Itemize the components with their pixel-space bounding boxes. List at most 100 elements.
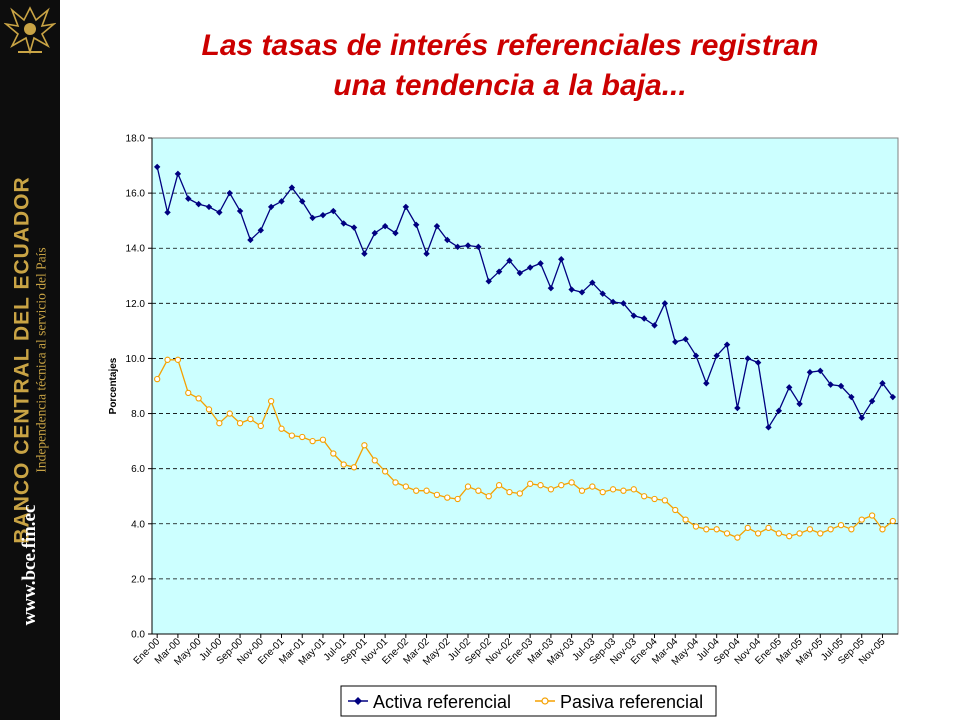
data-point-pasiva bbox=[713, 526, 720, 533]
y-tick-label: 16.0 bbox=[126, 189, 146, 200]
data-point-pasiva bbox=[174, 356, 182, 363]
data-point-pasiva bbox=[413, 487, 420, 494]
data-point-activa bbox=[423, 250, 430, 257]
data-point-activa bbox=[516, 269, 524, 277]
data-point-pasiva bbox=[889, 517, 896, 525]
data-point-activa bbox=[402, 203, 410, 211]
data-point-activa bbox=[257, 227, 264, 234]
data-point-pasiva bbox=[837, 522, 845, 529]
data-point-pasiva bbox=[299, 433, 306, 441]
data-point-activa bbox=[340, 220, 347, 227]
chart-legend: Activa referencial Pasiva referencial bbox=[340, 685, 717, 717]
data-point-activa bbox=[734, 404, 741, 412]
data-point-activa bbox=[640, 315, 648, 322]
data-point-pasiva bbox=[661, 497, 669, 504]
data-point-activa bbox=[848, 393, 855, 401]
data-point-activa bbox=[558, 256, 565, 263]
data-point-pasiva bbox=[589, 483, 596, 490]
bank-tagline: Independencia técnica al servicio del Pa… bbox=[33, 247, 49, 473]
legend-marker-activa bbox=[354, 697, 362, 705]
data-point-pasiva bbox=[765, 524, 772, 532]
bank-name: BANCO CENTRAL DEL ECUADOR Independencia … bbox=[11, 176, 49, 543]
data-point-pasiva bbox=[703, 526, 710, 533]
data-point-activa bbox=[319, 211, 327, 219]
data-point-activa bbox=[723, 341, 731, 348]
data-point-activa bbox=[526, 264, 534, 271]
data-point-activa bbox=[589, 279, 596, 286]
data-point-pasiva bbox=[734, 534, 741, 541]
y-tick-label: 0.0 bbox=[131, 630, 145, 641]
data-point-activa bbox=[153, 163, 161, 171]
data-point-activa bbox=[464, 242, 472, 249]
data-point-pasiva bbox=[392, 479, 399, 486]
legend-marker-pasiva bbox=[541, 697, 549, 705]
slide-title-line1: Las tasas de interés referenciales regis… bbox=[201, 29, 819, 62]
data-point-activa bbox=[786, 384, 793, 391]
condor-crest-icon bbox=[4, 6, 56, 55]
slide-title-line2: una tendencia a la baja... bbox=[333, 69, 687, 102]
sidebar-branding: BANCO CENTRAL DEL ECUADOR Independencia … bbox=[0, 0, 60, 720]
legend-label-pasiva: Pasiva referencial bbox=[560, 692, 703, 712]
data-point-pasiva bbox=[568, 479, 575, 486]
data-point-pasiva bbox=[164, 356, 171, 363]
data-point-pasiva bbox=[786, 533, 793, 540]
data-point-activa bbox=[672, 338, 679, 346]
data-point-pasiva bbox=[444, 494, 451, 501]
data-point-pasiva bbox=[641, 493, 648, 500]
data-point-pasiva bbox=[879, 526, 886, 533]
data-point-pasiva bbox=[205, 406, 213, 413]
data-point-pasiva bbox=[423, 487, 430, 494]
data-point-activa bbox=[796, 400, 803, 408]
y-tick-label: 8.0 bbox=[131, 409, 145, 420]
data-point-activa bbox=[361, 250, 368, 257]
data-point-pasiva bbox=[527, 480, 534, 487]
data-point-activa bbox=[827, 381, 834, 388]
data-point-pasiva bbox=[454, 495, 461, 503]
data-point-activa bbox=[216, 209, 223, 216]
data-point-pasiva bbox=[433, 491, 441, 498]
data-point-pasiva bbox=[371, 457, 378, 464]
data-point-activa bbox=[620, 300, 627, 307]
data-point-activa bbox=[350, 224, 358, 231]
series-layer bbox=[153, 163, 897, 541]
data-point-activa bbox=[267, 203, 275, 211]
data-point-pasiva bbox=[485, 493, 492, 500]
data-point-activa bbox=[485, 278, 492, 285]
data-point-activa bbox=[682, 335, 689, 343]
y-tick-label: 4.0 bbox=[131, 519, 145, 530]
data-point-pasiva bbox=[599, 488, 606, 496]
plot-area bbox=[151, 137, 899, 635]
data-point-pasiva bbox=[278, 425, 285, 432]
data-point-pasiva bbox=[247, 415, 254, 423]
data-point-activa bbox=[309, 214, 316, 222]
data-point-activa bbox=[568, 286, 575, 293]
website-link[interactable]: www.bce.fin.ec bbox=[19, 504, 40, 626]
data-point-activa bbox=[288, 184, 296, 191]
data-point-activa bbox=[330, 207, 337, 215]
data-point-activa bbox=[889, 393, 897, 401]
data-point-pasiva bbox=[723, 530, 731, 537]
slide-title: Las tasas de interés referenciales regis… bbox=[100, 26, 920, 106]
y-tick-label: 18.0 bbox=[126, 134, 146, 145]
data-point-pasiva bbox=[578, 487, 586, 494]
interest-rate-chart: 0.02.04.06.08.010.012.014.016.018.0 Ene-… bbox=[60, 120, 940, 720]
data-point-pasiva bbox=[340, 461, 347, 468]
data-point-pasiva bbox=[185, 389, 192, 397]
gridlines bbox=[152, 192, 898, 580]
data-point-activa bbox=[454, 243, 461, 251]
data-point-pasiva bbox=[651, 495, 658, 503]
data-point-pasiva bbox=[495, 482, 503, 489]
data-point-pasiva bbox=[868, 512, 876, 519]
legend-label-activa: Activa referencial bbox=[373, 692, 511, 712]
data-point-pasiva bbox=[827, 526, 834, 533]
data-point-activa bbox=[630, 312, 637, 319]
data-point-activa bbox=[392, 229, 399, 237]
data-point-activa bbox=[879, 380, 886, 387]
data-point-pasiva bbox=[288, 432, 296, 439]
data-point-pasiva bbox=[309, 437, 316, 445]
data-point-activa bbox=[609, 298, 617, 306]
data-point-activa bbox=[195, 200, 202, 208]
data-point-pasiva bbox=[257, 422, 264, 430]
data-point-pasiva bbox=[547, 486, 555, 493]
data-point-activa bbox=[226, 189, 233, 197]
